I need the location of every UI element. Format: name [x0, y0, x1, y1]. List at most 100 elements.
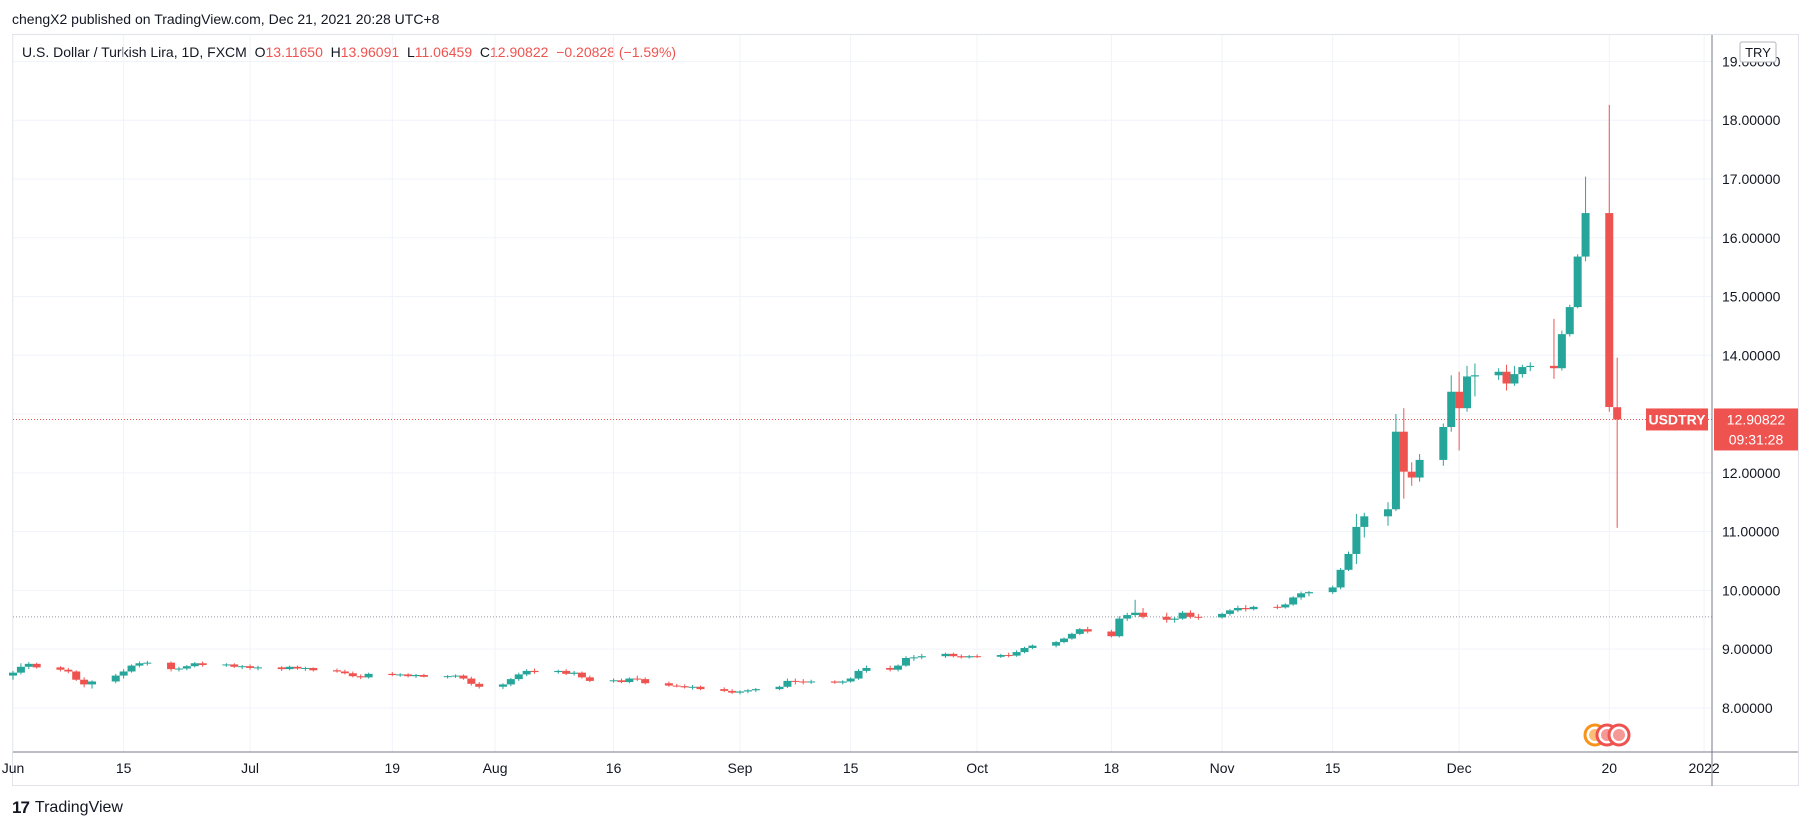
candle-body: [1107, 631, 1116, 637]
legend-symbol[interactable]: U.S. Dollar / Turkish Lira, 1D, FXCM: [22, 44, 247, 60]
candle-body: [182, 666, 191, 669]
candle-down: [720, 687, 729, 693]
candle-up: [1336, 568, 1345, 590]
candle-body: [1067, 633, 1076, 639]
candle-body: [1502, 371, 1511, 384]
candle-body: [246, 666, 255, 668]
candle-body: [332, 670, 341, 672]
candle-body: [1233, 608, 1242, 611]
candle-body: [222, 664, 231, 666]
candle-body: [585, 677, 594, 681]
candle-up: [24, 662, 33, 670]
candle-body: [1605, 213, 1614, 408]
event-flag-dot: [1613, 729, 1625, 741]
candle-body: [783, 680, 792, 687]
candle-down: [64, 667, 73, 674]
candle-up: [554, 669, 563, 674]
candle-body: [1289, 597, 1298, 605]
candle-body: [854, 670, 863, 679]
countdown-timer: 09:31:28: [1729, 431, 1784, 447]
candle-body: [80, 679, 89, 685]
candle-body: [909, 657, 918, 659]
candle-body: [957, 656, 966, 658]
chart-legend: U.S. Dollar / Turkish Lira, 1D, FXCM O13…: [22, 44, 676, 60]
candle-down: [799, 679, 808, 685]
candle-body: [1052, 642, 1061, 646]
candle-up: [1391, 414, 1400, 512]
x-tick-label: 20: [1601, 760, 1617, 776]
candle-body: [1060, 638, 1069, 643]
candle-up: [688, 685, 697, 690]
candle-body: [522, 670, 531, 675]
candle-up: [775, 685, 784, 691]
candle-body: [340, 671, 349, 674]
candle-up: [1494, 368, 1503, 380]
candle-body: [1028, 645, 1037, 648]
candle-up: [941, 652, 950, 658]
candle-up: [862, 665, 871, 673]
currency-badge-box: [1739, 41, 1777, 63]
candle-body: [459, 675, 468, 679]
candle-up: [1439, 423, 1448, 466]
candle-up: [1218, 612, 1227, 619]
candle-up: [1384, 502, 1393, 526]
candle-body: [894, 665, 903, 670]
candle-up: [1470, 363, 1479, 397]
candle-up: [127, 664, 136, 673]
candle-body: [88, 681, 97, 685]
candle-up: [1344, 551, 1353, 571]
candle-up: [1249, 605, 1258, 611]
candle-body: [72, 671, 81, 680]
candle-down: [957, 654, 966, 659]
candle-body: [301, 667, 310, 669]
candle-body: [570, 672, 579, 674]
candle-body: [1186, 612, 1195, 617]
candle-body: [1526, 365, 1535, 368]
candle-up: [736, 690, 745, 695]
candle-up: [609, 678, 618, 683]
legend-close-value: 12.90822: [490, 44, 549, 60]
candle-up: [1518, 364, 1527, 378]
legend-change: −0.20828 (−1.59%): [556, 44, 677, 60]
candle-up: [253, 665, 262, 671]
candle-body: [1328, 587, 1337, 593]
last-price-value: 12.90822: [1727, 411, 1786, 427]
candle-body: [1075, 629, 1084, 634]
candle-body: [1581, 213, 1590, 257]
candle-up: [301, 666, 310, 671]
candle-body: [412, 675, 421, 677]
candle-body: [751, 689, 760, 691]
y-tick-label: 18.00000: [1722, 112, 1781, 128]
candle-up: [190, 662, 199, 668]
tradingview-logo[interactable]: 17 TradingView: [12, 798, 123, 818]
candle-body: [1613, 407, 1622, 420]
candle-up: [1233, 605, 1242, 613]
candle-up: [119, 669, 128, 679]
symbol-tag-text: USDTRY: [1648, 411, 1706, 427]
candle-body: [577, 672, 586, 678]
candle-up: [1170, 616, 1179, 623]
candle-body: [1139, 612, 1148, 617]
candle-down: [577, 671, 586, 679]
candle-body: [1336, 569, 1345, 588]
candle-body: [1178, 612, 1187, 619]
legend-high-label: H: [330, 44, 341, 60]
candle-body: [127, 665, 136, 672]
candle-up: [1020, 646, 1029, 654]
candle-body: [1518, 367, 1527, 375]
candle-up: [625, 677, 634, 684]
candle-body: [996, 655, 1005, 657]
publisher-line: chengX2 published on TradingView.com, De…: [12, 11, 440, 27]
candle-down: [293, 665, 302, 670]
candle-down: [356, 674, 365, 680]
candle-body: [743, 690, 752, 692]
candle-body: [1565, 307, 1574, 335]
candle-up: [965, 655, 974, 659]
candle-body: [238, 666, 247, 668]
candle-up: [1012, 650, 1021, 657]
candle-body: [1304, 592, 1313, 594]
candle-up: [1123, 612, 1132, 621]
candle-body: [1241, 608, 1250, 610]
candle-body: [253, 667, 262, 669]
